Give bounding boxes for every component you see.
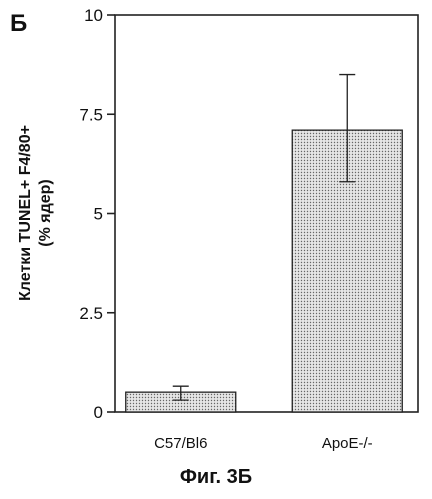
x-tick-label: ApoE-/- xyxy=(322,435,373,452)
y-tick-label: 2.5 xyxy=(79,304,103,323)
y-axis-label-units: (% ядер) xyxy=(37,179,54,247)
y-tick-label: 10 xyxy=(84,6,103,25)
figure-caption: Фиг. 3Б xyxy=(0,466,432,489)
y-tick-label: 5 xyxy=(94,205,103,224)
y-tick-label: 7.5 xyxy=(79,105,103,124)
x-tick-label: C57/Bl6 xyxy=(154,435,207,452)
y-tick-label: 0 xyxy=(94,403,103,422)
y-axis-label: Клетки TUNEL+ F4/80+ xyxy=(17,125,34,301)
